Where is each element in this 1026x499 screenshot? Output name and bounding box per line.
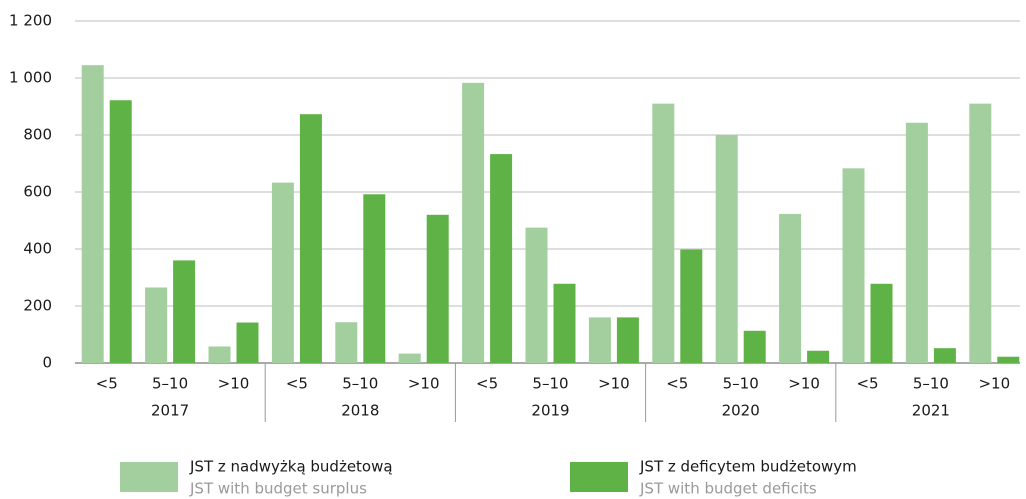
y-tick-label: 800 (23, 126, 52, 144)
legend-sublabel: JST with budget deficits (639, 480, 817, 498)
y-tick-label: 200 (23, 297, 52, 315)
bar (680, 249, 703, 363)
bar (715, 135, 738, 363)
x-tick-label: >10 (598, 375, 630, 393)
group-label: 2021 (912, 402, 950, 420)
bar (271, 182, 294, 363)
legend-sublabel: JST with budget surplus (189, 480, 367, 498)
group-label: 2018 (341, 402, 379, 420)
bar (969, 103, 992, 364)
x-tick-label: >10 (978, 375, 1010, 393)
y-tick-label: 1 000 (9, 69, 52, 87)
bar (905, 122, 928, 364)
bar (616, 317, 639, 363)
x-tick-label: <5 (666, 375, 688, 393)
x-tick-label: >10 (218, 375, 250, 393)
x-tick-label: <5 (96, 375, 118, 393)
y-tick-label: 400 (23, 240, 52, 258)
legend-label: JST z nadwyżką budżetową (189, 458, 393, 476)
y-tick-label: 600 (23, 183, 52, 201)
bar (842, 168, 865, 363)
y-tick-label: 1 200 (9, 12, 52, 30)
bar (363, 194, 386, 363)
x-tick-label: 5–10 (723, 375, 759, 393)
bar (997, 356, 1020, 363)
bar (426, 214, 449, 363)
y-tick-label: 0 (42, 354, 52, 372)
x-tick-label: 5–10 (342, 375, 378, 393)
bar (490, 154, 513, 363)
bar (743, 330, 766, 363)
legend-swatch (120, 462, 178, 492)
group-label: 2019 (531, 402, 569, 420)
group-label: 2017 (151, 402, 189, 420)
bar (870, 283, 893, 363)
x-tick-label: <5 (476, 375, 498, 393)
x-tick-label: >10 (788, 375, 820, 393)
bar (208, 346, 231, 363)
bar (652, 103, 675, 364)
bar (779, 213, 802, 363)
bar (525, 227, 548, 363)
bar (299, 114, 322, 363)
x-tick-label: 5–10 (913, 375, 949, 393)
x-tick-label: >10 (408, 375, 440, 393)
bar (109, 100, 132, 363)
legend-swatch (570, 462, 628, 492)
bar (807, 350, 830, 363)
group-label: 2020 (722, 402, 760, 420)
bar (173, 260, 196, 363)
bar (933, 348, 956, 363)
bar (81, 65, 104, 364)
bar (335, 322, 358, 363)
x-tick-label: 5–10 (532, 375, 568, 393)
bar (145, 287, 168, 363)
bar (236, 322, 259, 363)
x-tick-label: <5 (856, 375, 878, 393)
bar (462, 82, 485, 363)
bar (588, 317, 611, 363)
legend-label: JST z deficytem budżetowym (639, 458, 857, 476)
bar (553, 283, 576, 363)
x-tick-label: <5 (286, 375, 308, 393)
x-tick-label: 5–10 (152, 375, 188, 393)
bar (398, 353, 421, 363)
